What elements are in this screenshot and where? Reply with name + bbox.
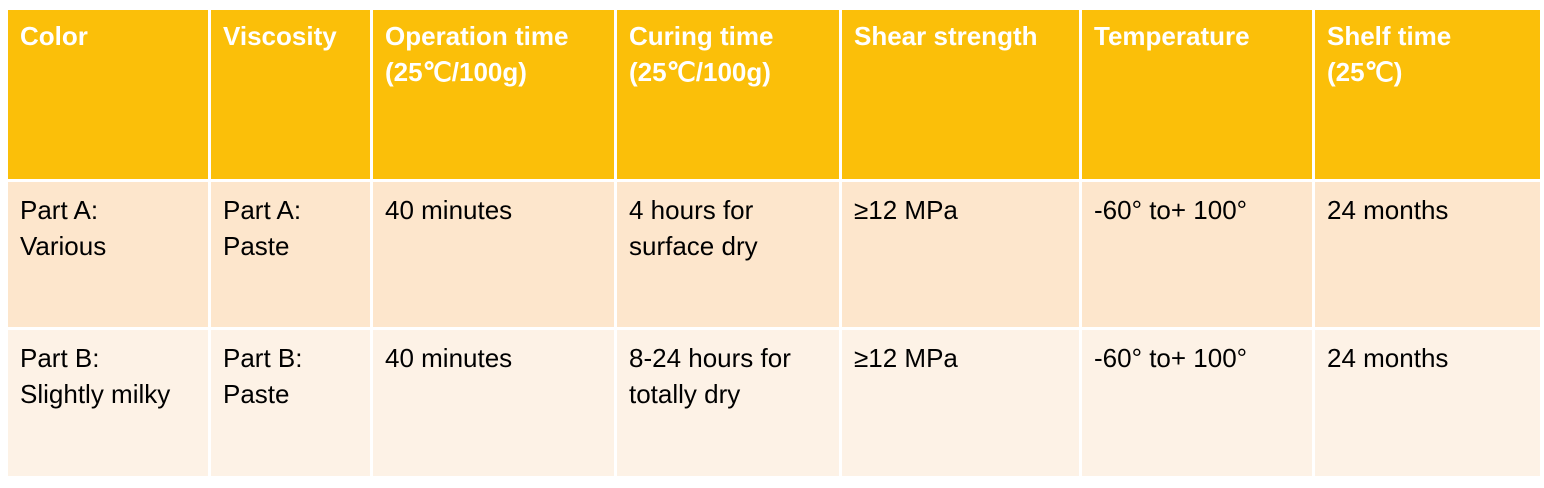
cell-curing-time: 8-24 hours for totally dry xyxy=(617,327,842,476)
header-curing-time: Curing time (25℃/100g) xyxy=(617,10,842,179)
header-row: Color Viscosity Operation time (25℃/100g… xyxy=(8,10,1540,179)
cell-shear-strength: ≥12 MPa xyxy=(842,327,1082,476)
cell-curing-time: 4 hours for surface dry xyxy=(617,179,842,327)
cell-shelf-time: 24 months xyxy=(1315,327,1540,476)
product-spec-table: Color Viscosity Operation time (25℃/100g… xyxy=(8,10,1540,476)
cell-color: Part A: Various xyxy=(8,179,211,327)
cell-temperature: -60° to+ 100° xyxy=(1082,179,1315,327)
cell-shelf-time: 24 months xyxy=(1315,179,1540,327)
header-shelf-time: Shelf time (25℃) xyxy=(1315,10,1540,179)
table-row: Part A: Various Part A: Paste 40 minutes… xyxy=(8,179,1540,327)
cell-shear-strength: ≥12 MPa xyxy=(842,179,1082,327)
cell-temperature: -60° to+ 100° xyxy=(1082,327,1315,476)
cell-viscosity: Part A: Paste xyxy=(211,179,373,327)
table-row: Part B: Slightly milky Part B: Paste 40 … xyxy=(8,327,1540,476)
header-viscosity: Viscosity xyxy=(211,10,373,179)
cell-operation-time: 40 minutes xyxy=(373,327,617,476)
header-shear-strength: Shear strength xyxy=(842,10,1082,179)
header-color: Color xyxy=(8,10,211,179)
header-operation-time: Operation time (25℃/100g) xyxy=(373,10,617,179)
header-temperature: Temperature xyxy=(1082,10,1315,179)
cell-color: Part B: Slightly milky xyxy=(8,327,211,476)
cell-viscosity: Part B: Paste xyxy=(211,327,373,476)
cell-operation-time: 40 minutes xyxy=(373,179,617,327)
